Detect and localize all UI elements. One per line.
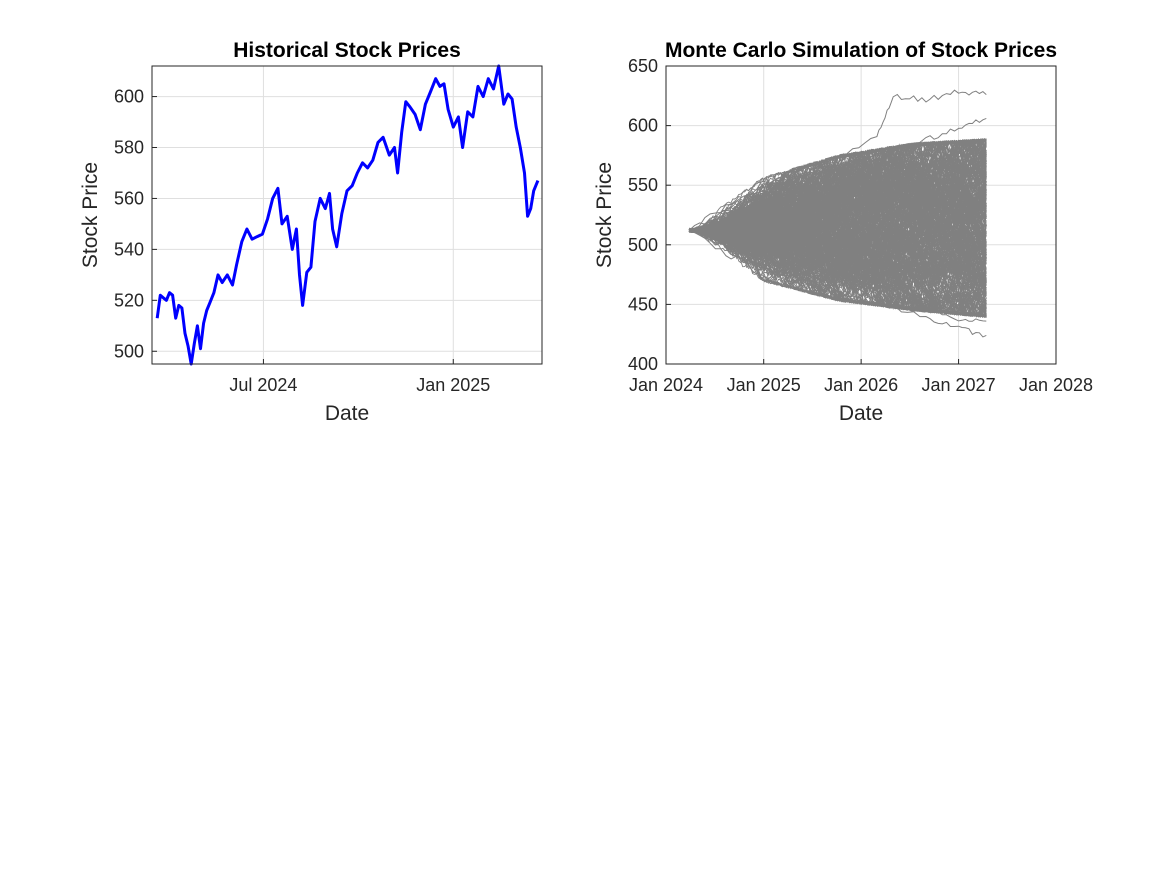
historical-y-axis-label: Stock Price xyxy=(79,162,102,268)
historical-line-layer xyxy=(155,64,540,366)
simulation-path xyxy=(689,176,987,248)
simulation-path xyxy=(689,147,987,241)
historical-y-tick-label: 580 xyxy=(114,138,144,158)
monte-carlo-x-tick-label: Jan 2024 xyxy=(629,375,703,395)
monte-carlo-x-tick-label: Jan 2025 xyxy=(727,375,801,395)
historical-ticks: Jul 2024 Jan 2025 500 520 540 560 580 600 xyxy=(114,87,490,395)
simulation-path-extreme xyxy=(689,231,987,322)
monte-carlo-paths xyxy=(688,89,987,338)
simulation-path-extreme xyxy=(689,231,987,338)
monte-carlo-y-tick-label: 400 xyxy=(628,354,658,374)
historical-x-tick-label: Jan 2025 xyxy=(416,375,490,395)
simulation-path xyxy=(689,138,987,241)
historical-x-axis-label: Date xyxy=(325,402,369,425)
historical-y-tick-label: 560 xyxy=(114,188,144,208)
simulation-path xyxy=(689,215,987,284)
historical-y-tick-label: 600 xyxy=(114,87,144,107)
simulation-path xyxy=(688,224,987,316)
monte-carlo-y-tick-label: 450 xyxy=(628,294,658,314)
historical-grid xyxy=(152,66,542,364)
monte-carlo-x-tick-label: Jan 2027 xyxy=(922,375,996,395)
monte-carlo-y-tick-label: 500 xyxy=(628,235,658,255)
historical-chart-title: Historical Stock Prices xyxy=(233,39,461,62)
monte-carlo-x-tick-label: Jan 2028 xyxy=(1019,375,1093,395)
historical-y-tick-label: 500 xyxy=(114,341,144,361)
monte-carlo-y-tick-label: 550 xyxy=(628,175,658,195)
simulation-path-extreme xyxy=(689,117,987,231)
simulation-path xyxy=(689,216,987,286)
simulation-path xyxy=(689,138,987,232)
monte-carlo-y-tick-label: 600 xyxy=(628,116,658,136)
monte-carlo-y-axis-label: Stock Price xyxy=(593,162,616,268)
simulation-path xyxy=(689,195,987,259)
monte-carlo-chart-title: Monte Carlo Simulation of Stock Prices xyxy=(665,39,1057,62)
monte-carlo-y-tick-label: 650 xyxy=(628,56,658,76)
simulation-path xyxy=(688,140,987,233)
simulation-path xyxy=(688,223,987,310)
monte-carlo-x-tick-label: Jan 2026 xyxy=(824,375,898,395)
simulation-path xyxy=(688,138,987,244)
historical-x-tick-label: Jul 2024 xyxy=(229,375,297,395)
monte-carlo-path-layer xyxy=(688,89,987,338)
historical-price-chart: Jul 2024 Jan 2025 500 520 540 560 580 600 Histo… xyxy=(79,39,543,425)
simulation-path-extreme xyxy=(688,89,987,231)
monte-carlo-ticks: Jan 2024 Jan 2025 Jan 2026 Jan 2027 Jan 2028… xyxy=(628,56,1093,395)
historical-y-tick-label: 540 xyxy=(114,239,144,259)
simulation-path xyxy=(688,184,987,272)
monte-carlo-chart: Jan 2024 Jan 2025 Jan 2026 Jan 2027 Jan 2028… xyxy=(593,39,1093,425)
simulation-path xyxy=(688,139,987,242)
monte-carlo-x-axis-label: Date xyxy=(839,402,883,425)
historical-axes-frame xyxy=(151,65,543,365)
historical-y-tick-label: 520 xyxy=(114,290,144,310)
historical-price-line xyxy=(155,64,540,366)
